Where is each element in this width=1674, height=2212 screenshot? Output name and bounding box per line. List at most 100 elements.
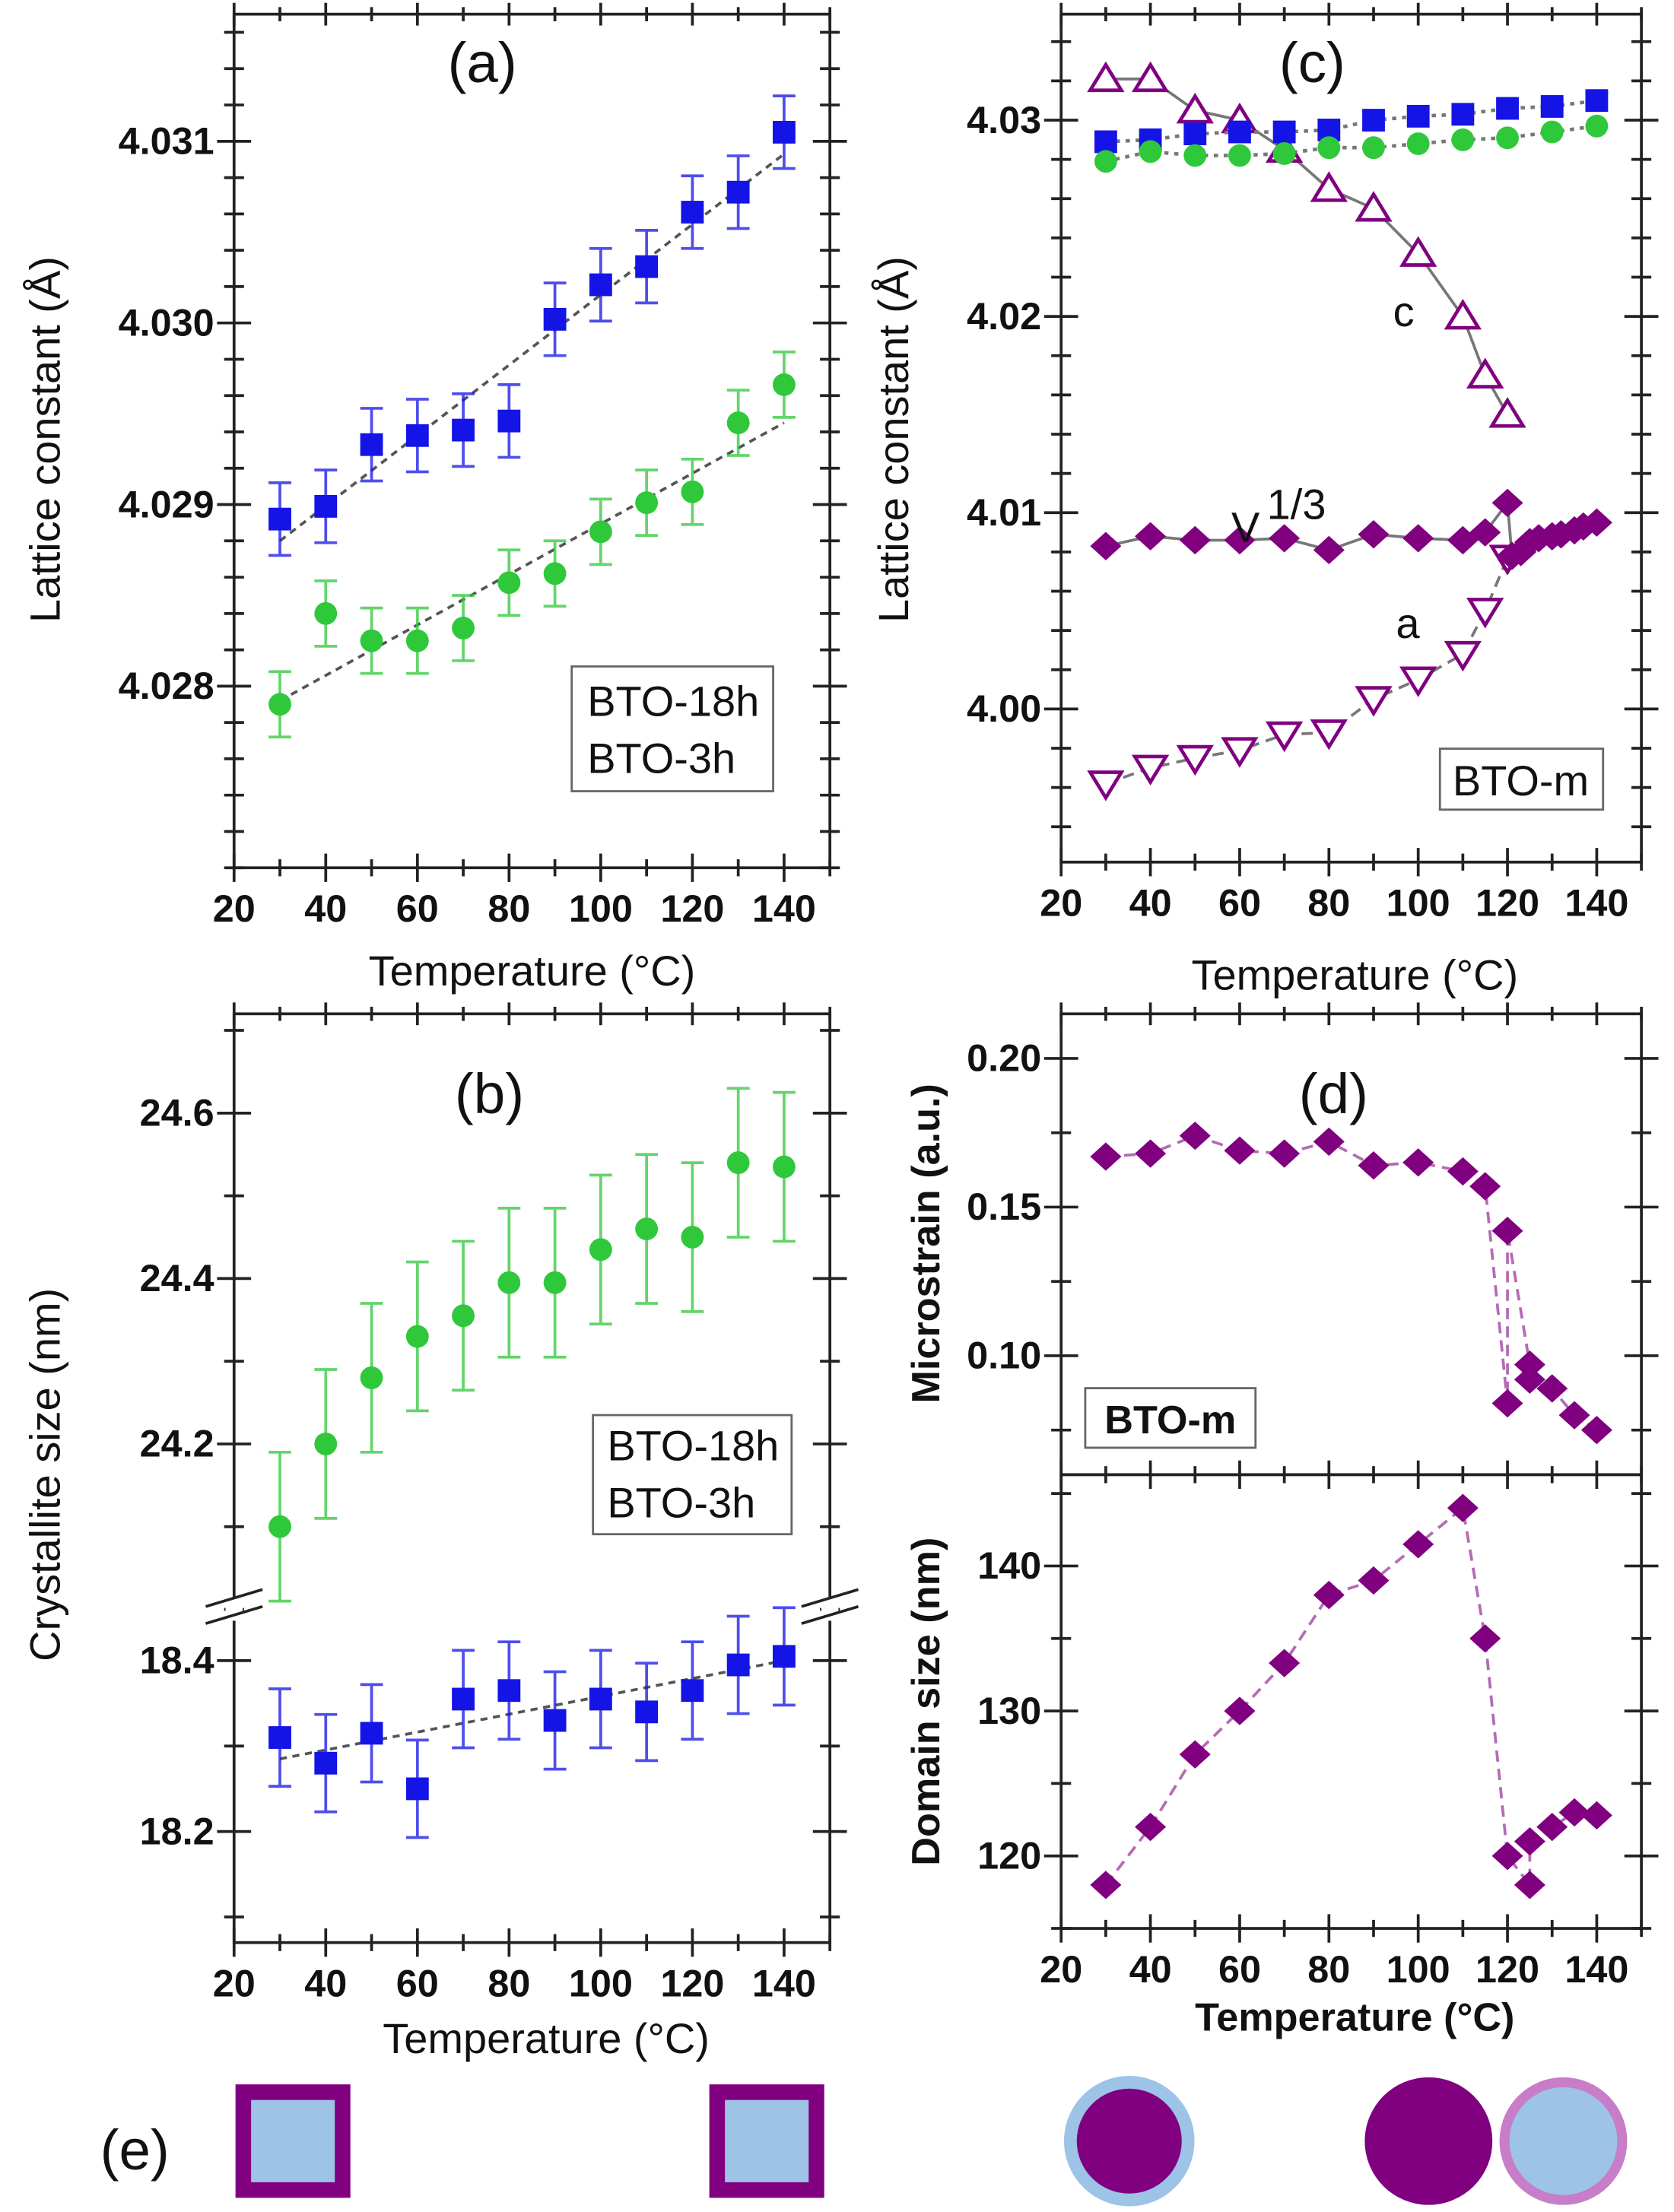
circle-grain-core xyxy=(1509,2087,1618,2195)
data-point xyxy=(1176,744,1214,776)
data-point xyxy=(1536,1812,1568,1842)
data-point xyxy=(635,491,659,515)
x-tick-label: 60 xyxy=(1218,881,1261,925)
data-point xyxy=(772,1155,796,1179)
data-point xyxy=(1179,525,1211,555)
data-point xyxy=(360,1366,383,1389)
data-point xyxy=(726,411,750,434)
data-point xyxy=(1466,357,1504,389)
data-point xyxy=(1176,93,1214,124)
x-tick-label: 20 xyxy=(213,1962,256,2005)
y-axis-label: Lattice constant (Å) xyxy=(21,256,68,623)
x-tick-label: 60 xyxy=(396,1962,439,2005)
data-point xyxy=(452,617,475,639)
data-point xyxy=(1444,640,1482,672)
data-point xyxy=(1466,598,1504,629)
circle-grain-core xyxy=(1076,2088,1182,2194)
data-point xyxy=(681,1226,704,1249)
data-point xyxy=(1491,488,1523,518)
data-point xyxy=(360,1722,383,1745)
data-point xyxy=(635,255,659,278)
data-point xyxy=(268,1515,291,1538)
data-point xyxy=(589,273,612,297)
data-point xyxy=(1406,132,1430,155)
data-point xyxy=(405,424,429,447)
data-point xyxy=(1491,1217,1523,1246)
data-point xyxy=(1094,150,1117,173)
y-tick-label: 0.20 xyxy=(967,1036,1041,1080)
data-point xyxy=(1224,525,1256,555)
square-grain-core xyxy=(251,2099,335,2182)
data-point xyxy=(1447,1157,1479,1186)
data-point xyxy=(1179,1121,1211,1150)
legend-entry-bto-18h: BTO-18h xyxy=(587,678,759,725)
data-point xyxy=(360,433,383,456)
data-point xyxy=(1269,524,1301,553)
fit-line xyxy=(279,421,785,703)
data-point xyxy=(405,1325,429,1348)
data-point xyxy=(1272,120,1296,144)
data-point xyxy=(635,1217,659,1241)
data-point xyxy=(635,1700,659,1724)
y-axis-label-domain-size: Domain size (nm) xyxy=(904,1538,948,1866)
data-point xyxy=(1469,1624,1501,1653)
data-point xyxy=(1228,144,1251,167)
legend-entry-bto-18h: BTO-18h xyxy=(607,1422,779,1470)
panel-title: (b) xyxy=(455,1062,524,1125)
data-point xyxy=(1536,1374,1568,1403)
y-tick-label: 130 xyxy=(977,1689,1041,1732)
data-point xyxy=(1090,1142,1122,1171)
series-BTO-3h xyxy=(268,94,796,557)
x-tick-label: 120 xyxy=(1475,881,1539,925)
data-point xyxy=(268,693,291,716)
x-tick-label: 100 xyxy=(1387,1947,1450,1991)
panel-title: (d) xyxy=(1299,1062,1368,1125)
data-point xyxy=(726,180,750,204)
x-tick-label: 80 xyxy=(1307,1947,1350,1991)
data-point xyxy=(1135,522,1167,551)
data-point xyxy=(1469,1172,1501,1201)
data-point xyxy=(1224,1696,1256,1725)
data-point xyxy=(1317,136,1341,160)
data-point xyxy=(314,495,338,518)
data-point xyxy=(543,1709,567,1732)
x-tick-label: 100 xyxy=(569,1962,633,2005)
y-axis-label: Crystallite size (nm) xyxy=(21,1288,68,1661)
data-point xyxy=(405,1777,429,1801)
legend-box xyxy=(592,1414,793,1536)
data-point xyxy=(268,507,291,531)
data-point xyxy=(497,1679,521,1703)
data-point xyxy=(589,1687,612,1711)
plot-frame xyxy=(1059,12,1643,864)
data-point xyxy=(452,418,475,442)
data-point xyxy=(1514,1365,1545,1394)
data-point xyxy=(1094,130,1117,154)
y-tick-label: 24.6 xyxy=(140,1091,214,1135)
data-point xyxy=(497,1271,521,1294)
data-point xyxy=(452,1304,475,1328)
axis-break-mark xyxy=(205,1604,263,1625)
data-point xyxy=(1228,120,1251,144)
data-point xyxy=(497,409,521,433)
annotation-v-superscript: 1/3 xyxy=(1267,481,1326,528)
data-point xyxy=(1402,1148,1434,1177)
y-tick-label: 120 xyxy=(977,1834,1041,1877)
data-point xyxy=(1406,104,1430,128)
x-tick-label: 40 xyxy=(304,887,347,930)
data-point xyxy=(1090,1871,1122,1899)
x-tick-label: 80 xyxy=(488,1962,530,2005)
data-point xyxy=(1183,144,1207,167)
data-point xyxy=(1272,142,1296,165)
data-point xyxy=(360,629,383,652)
x-axis-label: Temperature (°C) xyxy=(369,947,696,995)
data-point xyxy=(1451,128,1475,151)
y-tick-label: 4.03 xyxy=(967,98,1041,141)
data-point xyxy=(543,1271,567,1294)
x-tick-label: 140 xyxy=(752,887,816,930)
x-tick-label: 140 xyxy=(1564,881,1628,925)
data-point xyxy=(772,1645,796,1668)
data-point xyxy=(1313,1127,1345,1157)
x-tick-label: 60 xyxy=(396,887,439,930)
data-point xyxy=(1090,532,1122,560)
data-point xyxy=(1585,114,1609,138)
